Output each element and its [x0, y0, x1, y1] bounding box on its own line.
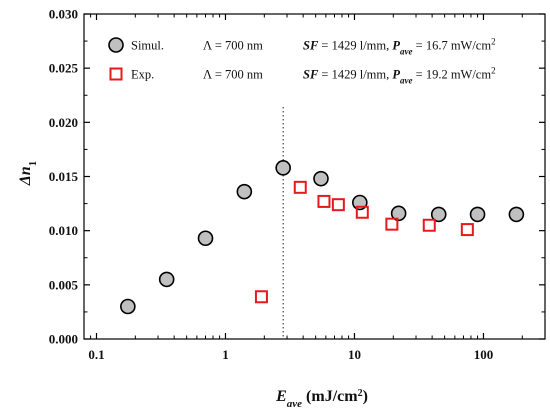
legend-name-simul: Simul. — [131, 39, 164, 53]
legend-lambda-exp: Λ = 700 nm — [203, 68, 263, 82]
x-axis-label-sup: 2 — [358, 388, 363, 399]
y-axis-label: Δn1 — [17, 161, 39, 186]
exp-point — [355, 205, 369, 219]
legend-lambda-simul: Λ = 700 nm — [203, 39, 263, 53]
data-markers — [120, 160, 525, 315]
x-tick-label: 0.1 — [88, 347, 104, 362]
exp-point — [293, 180, 307, 194]
x-axis-label-close: ) — [363, 388, 368, 405]
exp-point — [331, 198, 345, 212]
x-tick-label: 100 — [474, 347, 494, 362]
x-axis: 0.1 1 10 100 — [83, 14, 546, 362]
x-tick-label: 10 — [348, 347, 361, 362]
y-tick-label: 0.020 — [49, 115, 78, 130]
y-tick-label: 0.000 — [49, 332, 78, 347]
y-tick-label: 0.005 — [49, 277, 79, 292]
legend-marker-exp — [109, 67, 123, 81]
exp-point — [460, 223, 474, 237]
y-axis: 0.000 0.005 0.010 0.015 0.020 0.025 0.030 — [49, 7, 545, 347]
simul-point — [197, 230, 214, 247]
simul-point — [120, 298, 136, 315]
x-axis-label: Eave (mJ/cm2) — [275, 388, 368, 411]
simul-point — [313, 170, 329, 187]
y-tick-label: 0.015 — [49, 169, 79, 184]
x-axis-label-unit: (mJ/cm — [302, 388, 358, 405]
y-tick-label: 0.010 — [49, 223, 78, 238]
simul-point — [508, 206, 525, 223]
y-tick-label: 0.030 — [49, 7, 78, 22]
simul-point — [275, 160, 291, 176]
legend-params-exp: SF = 1429 l/mm, Pave = 19.2 mW/cm2 — [303, 66, 496, 86]
simul-point — [469, 206, 486, 223]
simul-point — [430, 206, 447, 223]
exp-point — [385, 217, 399, 231]
y-axis-label-main: Δn — [17, 166, 34, 186]
x-tick-label: 1 — [222, 347, 229, 362]
simul-point — [158, 271, 175, 288]
x-axis-label-sub: ave — [287, 398, 302, 410]
y-tick-label: 0.025 — [49, 61, 79, 76]
legend: Simul. Λ = 700 nm SF = 1429 l/mm, Pave = 1… — [108, 37, 496, 86]
legend-params-simul: SF = 1429 l/mm, Pave = 16.7 mW/cm2 — [303, 37, 496, 57]
x-axis-label-main: E — [275, 388, 287, 405]
exp-point — [254, 290, 268, 304]
exp-point — [317, 194, 331, 208]
legend-marker-simul — [108, 37, 124, 53]
simul-point — [236, 183, 253, 200]
exp-point — [422, 218, 436, 232]
y-axis-label-sub: 1 — [27, 161, 39, 167]
legend-name-exp: Exp. — [131, 68, 154, 82]
simul-point — [390, 205, 407, 222]
